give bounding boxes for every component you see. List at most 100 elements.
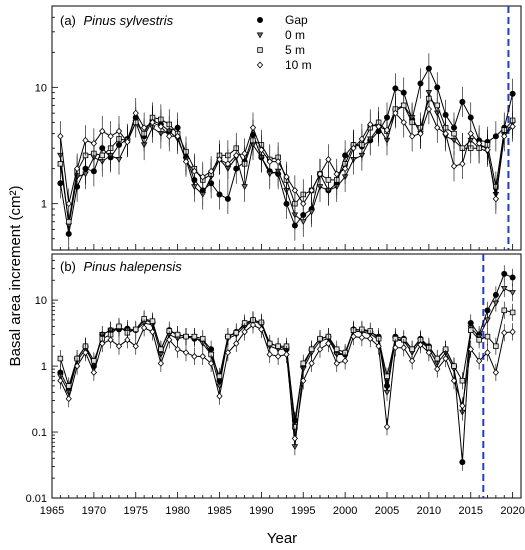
data-point <box>216 392 223 400</box>
data-point <box>375 342 382 350</box>
data-point <box>476 337 482 343</box>
legend-marker-5m <box>257 47 263 53</box>
data-point <box>82 171 89 178</box>
x-tick-label: 2020 <box>500 505 524 517</box>
data-point <box>367 120 374 128</box>
data-point <box>199 352 206 360</box>
data-point <box>450 162 458 170</box>
data-point <box>99 152 105 159</box>
data-point <box>57 355 64 362</box>
data-point <box>434 124 441 132</box>
data-point <box>241 150 248 157</box>
x-tick-label: 2010 <box>417 505 441 517</box>
data-point <box>216 191 223 198</box>
data-point <box>509 274 516 281</box>
series-b-10m <box>57 316 516 448</box>
data-point <box>115 127 123 135</box>
data-point <box>434 355 440 362</box>
data-point <box>383 423 391 431</box>
data-point <box>417 80 424 87</box>
data-point <box>267 340 273 347</box>
x-tick-label: 1990 <box>249 505 273 517</box>
y-tick-label-b: 0.1 <box>32 427 47 439</box>
data-point <box>492 300 500 307</box>
data-point <box>174 331 181 338</box>
data-point <box>350 144 357 152</box>
panel-b-title-prefix: (b) <box>60 259 76 274</box>
data-point <box>383 126 391 134</box>
data-point <box>467 345 474 353</box>
data-point <box>434 365 441 373</box>
data-point <box>191 352 198 360</box>
data-point <box>283 351 290 358</box>
data-point <box>65 395 72 403</box>
data-point <box>115 342 123 350</box>
legend-label-Gap: Gap <box>285 13 308 27</box>
data-point <box>442 355 449 363</box>
data-point <box>308 209 315 216</box>
x-tick-label: 1980 <box>165 505 189 517</box>
data-point <box>468 327 474 333</box>
data-point <box>316 345 324 353</box>
data-point <box>325 177 332 183</box>
data-point <box>501 307 507 314</box>
panel-a-title-species: Pinus sylvestris <box>84 13 174 28</box>
data-point <box>459 98 466 105</box>
legend-marker-Gap <box>256 16 263 23</box>
data-point <box>467 130 474 138</box>
legend-label-10m: 10 m <box>285 58 312 72</box>
data-point <box>207 359 215 367</box>
data-point <box>492 195 500 203</box>
data-point <box>500 286 508 292</box>
data-point <box>451 130 457 137</box>
data-point <box>392 109 399 117</box>
data-point <box>417 341 424 349</box>
data-point <box>334 346 340 352</box>
data-point <box>291 434 299 442</box>
data-point <box>115 156 123 163</box>
data-point <box>224 195 231 202</box>
data-point <box>492 369 500 376</box>
data-point <box>258 325 265 333</box>
data-point <box>224 160 232 168</box>
data-point <box>325 340 332 347</box>
data-point <box>133 326 139 333</box>
data-point <box>66 218 72 225</box>
data-point <box>291 186 299 194</box>
data-point <box>166 132 173 140</box>
data-point <box>300 360 306 367</box>
data-point <box>182 349 190 357</box>
data-point <box>116 323 122 330</box>
data-point <box>501 270 508 277</box>
data-point <box>132 342 139 350</box>
y-tick-label-b: 1 <box>41 361 47 373</box>
data-point <box>317 335 323 342</box>
data-point <box>459 160 466 168</box>
data-point <box>484 317 491 324</box>
data-point <box>450 377 458 385</box>
data-point <box>493 343 499 349</box>
y-tick-label-a: 1 <box>41 199 47 211</box>
data-point <box>459 402 466 410</box>
series-line <box>59 287 513 447</box>
data-point <box>409 346 415 352</box>
data-point <box>308 359 315 367</box>
x-tick-label: 1995 <box>291 505 315 517</box>
data-point <box>392 344 399 352</box>
data-point <box>107 132 114 140</box>
data-point <box>475 139 483 147</box>
data-point <box>157 359 165 367</box>
data-point <box>216 155 223 163</box>
data-point <box>224 349 232 357</box>
data-point <box>233 340 240 347</box>
data-point <box>375 123 382 131</box>
data-point <box>65 200 72 208</box>
data-point <box>501 132 508 140</box>
data-point <box>358 135 366 143</box>
data-point <box>300 377 307 385</box>
data-point <box>90 139 98 147</box>
data-point <box>341 357 349 365</box>
data-point <box>509 123 516 131</box>
